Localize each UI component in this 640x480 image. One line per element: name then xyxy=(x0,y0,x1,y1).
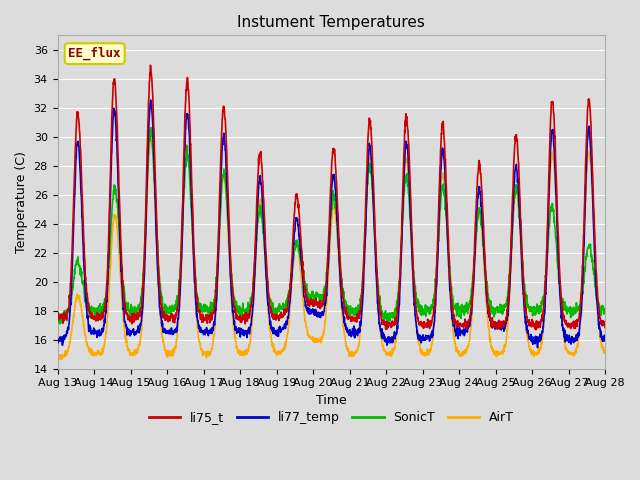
Line: li77_temp: li77_temp xyxy=(58,100,605,348)
li75_t xyxy=(586,100,593,106)
Line: li75_t: li75_t xyxy=(58,65,605,330)
AirT xyxy=(602,350,609,356)
li75_t xyxy=(320,294,328,300)
li77_temp xyxy=(320,309,328,314)
li77_temp xyxy=(54,340,61,346)
Line: SonicT: SonicT xyxy=(58,128,605,324)
li75_t xyxy=(54,311,61,317)
SonicT xyxy=(54,313,61,319)
AirT xyxy=(147,136,154,142)
AirT xyxy=(82,334,90,340)
li77_temp xyxy=(147,97,154,103)
li75_t xyxy=(485,308,493,314)
SonicT xyxy=(82,296,90,301)
X-axis label: Time: Time xyxy=(316,394,347,407)
Text: EE_flux: EE_flux xyxy=(68,47,121,60)
SonicT xyxy=(306,292,314,298)
Y-axis label: Temperature (C): Temperature (C) xyxy=(15,151,28,253)
li75_t xyxy=(306,303,314,309)
SonicT xyxy=(486,300,493,305)
li75_t xyxy=(147,62,154,68)
SonicT xyxy=(321,290,328,296)
AirT xyxy=(306,334,314,340)
AirT xyxy=(486,329,493,335)
AirT xyxy=(54,351,61,357)
Line: AirT: AirT xyxy=(58,139,605,360)
SonicT xyxy=(586,243,594,249)
Legend: li75_t, li77_temp, SonicT, AirT: li75_t, li77_temp, SonicT, AirT xyxy=(144,406,519,429)
li77_temp xyxy=(602,338,609,344)
li77_temp xyxy=(82,290,90,296)
SonicT xyxy=(586,245,593,251)
li77_temp xyxy=(586,129,593,134)
li75_t xyxy=(586,105,594,111)
li75_t xyxy=(602,325,609,331)
li75_t xyxy=(82,276,90,281)
li77_temp xyxy=(534,345,541,350)
li75_t xyxy=(532,327,540,333)
SonicT xyxy=(147,125,155,131)
li77_temp xyxy=(586,133,594,139)
AirT xyxy=(586,151,593,156)
AirT xyxy=(321,326,328,332)
AirT xyxy=(586,156,594,161)
SonicT xyxy=(56,321,64,327)
AirT xyxy=(58,357,65,362)
li77_temp xyxy=(306,306,314,312)
li77_temp xyxy=(485,314,493,320)
SonicT xyxy=(602,307,609,312)
Title: Instument Temperatures: Instument Temperatures xyxy=(237,15,426,30)
